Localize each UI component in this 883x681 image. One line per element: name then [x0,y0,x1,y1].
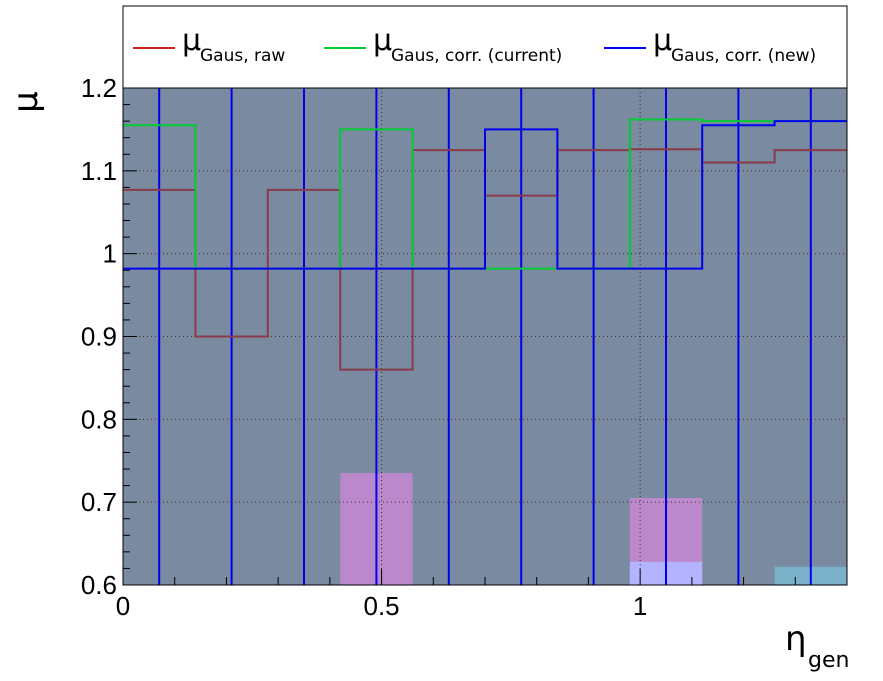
vertical-lines [158,88,812,585]
legend-subscript-raw: Gaus, raw [200,46,285,66]
legend-label-corr_new: μ [653,23,672,58]
x-axis-title-base: η [785,619,807,659]
y-tick-label-4: 1 [103,239,117,269]
y-tick-label-2: 0.8 [81,404,117,434]
x-axis-title: η gen [785,619,849,673]
x-axis-title-subscript: gen [808,648,849,673]
series-lines [123,118,847,371]
x-tick-label-0: 0 [116,591,130,621]
legend-subscript-corr_new: Gaus, corr. (new) [671,46,816,66]
x-tick-label-1: 0.5 [363,591,399,621]
y-tick-label-3: 0.9 [81,322,117,352]
legend-box [122,5,848,89]
y-axis-title: μ [6,91,46,113]
y-tick-label-0: 0.6 [81,570,117,600]
legend-label-raw: μ [182,23,201,58]
y-tick-label-5: 1.1 [81,156,117,186]
x-tick-label-2: 1 [633,591,647,621]
legend-label-corr_current: μ [373,23,392,58]
series-line-corr_new [123,120,847,270]
axes: 0.6 0.7 0.8 0.9 1 1.1 1.2 0 0.5 1 [81,73,796,621]
legend-subscript-corr_current: Gaus, corr. (current) [391,46,562,66]
y-tick-label-1: 0.7 [81,487,117,517]
y-tick-label-6: 1.2 [81,73,117,103]
